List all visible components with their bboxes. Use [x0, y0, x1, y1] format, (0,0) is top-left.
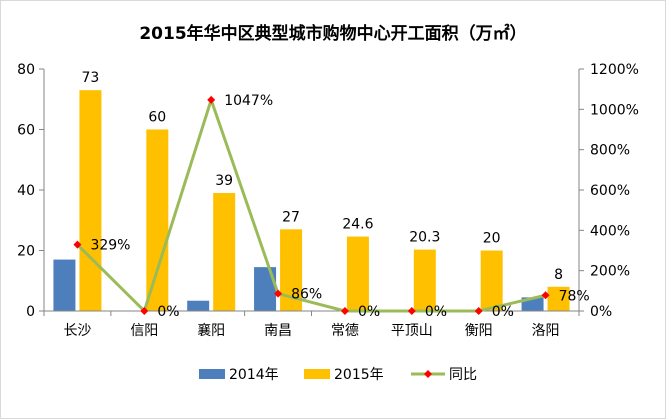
bar-2015 [480, 250, 503, 311]
chart-title: 2015年华中区典型城市购物中心开工面积（万㎡） [139, 23, 526, 44]
bar-2014 [53, 259, 76, 311]
y-right-tick-label: 1200% [590, 62, 639, 78]
yoy-point [274, 289, 283, 298]
bar-2015 [146, 129, 169, 311]
legend-label: 2014年 [229, 367, 279, 383]
bar-2015-label: 20.3 [409, 230, 440, 246]
y-left-tick-label: 40 [17, 183, 35, 199]
yoy-point [541, 291, 550, 300]
yoy-label: 0% [425, 304, 447, 320]
yoy-label: 0% [358, 304, 380, 320]
yoy-label: 329% [90, 238, 130, 254]
x-tick-label: 长沙 [63, 323, 91, 339]
x-tick-label: 衡阳 [465, 323, 493, 339]
yoy-label: 86% [291, 287, 322, 303]
x-tick-label: 南昌 [264, 323, 292, 339]
y-left-tick-label: 80 [17, 62, 35, 78]
y-right-tick-label: 600% [590, 183, 630, 199]
y-right-tick-label: 200% [590, 264, 630, 280]
yoy-label: 1047% [224, 93, 273, 109]
bar-2015 [79, 90, 102, 311]
yoy-point [73, 240, 82, 249]
bar-2014 [187, 300, 210, 311]
bar-2015-label: 20 [483, 231, 501, 247]
x-tick-label: 信阳 [130, 323, 158, 339]
yoy-line [76, 95, 546, 314]
yoy-point [474, 307, 483, 315]
yoy-label: 0% [157, 304, 179, 320]
yoy-point [340, 307, 349, 315]
bar-2015-label: 73 [82, 70, 100, 86]
yoy-label: 0% [492, 304, 514, 320]
legend-marker [424, 370, 432, 378]
bar-2015-label: 27 [282, 209, 300, 225]
bar-2015-label: 39 [215, 173, 233, 189]
yoy-point [207, 95, 216, 104]
bar-2015 [547, 286, 570, 311]
y-right-tick-label: 0% [590, 304, 612, 320]
bar-2015-label: 8 [554, 267, 563, 283]
x-tick-label: 常德 [331, 323, 359, 339]
bar-2015 [413, 249, 436, 311]
yoy-point [140, 307, 149, 315]
x-tick-label: 平顶山 [391, 323, 433, 339]
bar-2015-label: 60 [148, 110, 166, 126]
bar-2015-label: 24.6 [342, 217, 373, 233]
legend-label: 2015年 [334, 367, 384, 383]
bar-2015 [280, 229, 303, 311]
y-right-tick-label: 800% [590, 143, 630, 159]
bar-2015 [213, 193, 236, 311]
y-left-tick-label: 60 [17, 123, 35, 139]
y-right-tick-label: 1000% [590, 102, 639, 118]
legend-label: 同比 [449, 367, 477, 383]
yoy-label: 78% [559, 288, 590, 304]
y-left-tick-label: 0 [26, 304, 35, 320]
yoy-point [407, 307, 416, 315]
legend: 2014年 2015年 同比 [199, 367, 477, 383]
legend-swatch [304, 369, 330, 379]
y-left-tick-label: 20 [17, 244, 35, 260]
x-tick-label: 洛阳 [532, 323, 560, 339]
y-right-tick-label: 400% [590, 223, 630, 239]
bar-2014 [254, 267, 277, 311]
legend-swatch [199, 369, 225, 379]
bar-2015 [346, 236, 369, 311]
x-tick-label: 襄阳 [197, 323, 225, 339]
plot-area: 0204060800%200%400%600%800%1000%1200%长沙信… [17, 62, 639, 339]
